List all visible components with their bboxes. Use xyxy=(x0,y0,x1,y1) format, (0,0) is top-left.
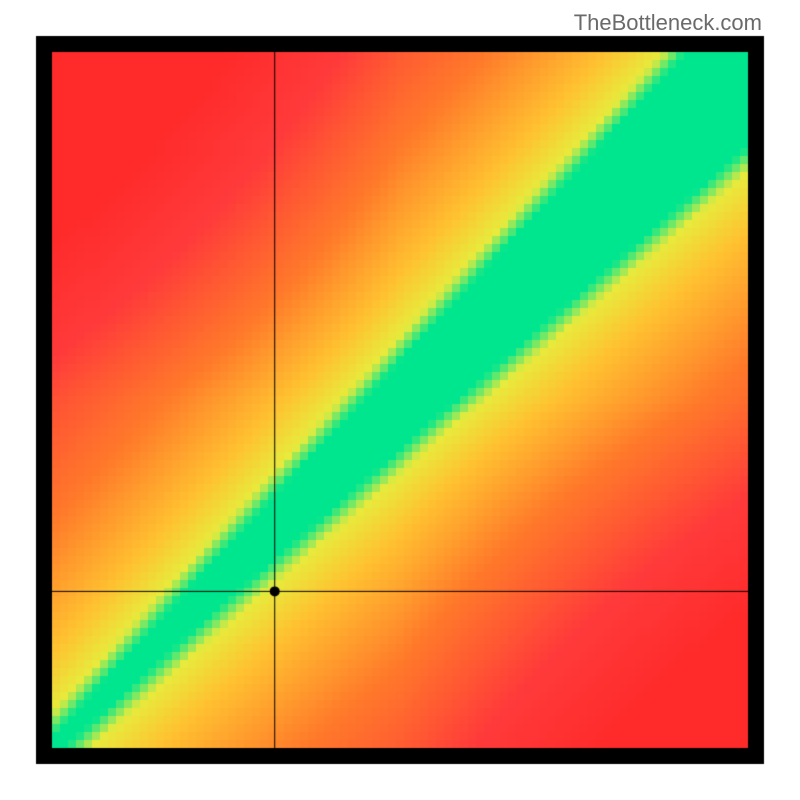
watermark-text: TheBottleneck.com xyxy=(574,10,762,36)
chart-container: TheBottleneck.com xyxy=(0,0,800,800)
bottleneck-heatmap xyxy=(0,0,800,800)
